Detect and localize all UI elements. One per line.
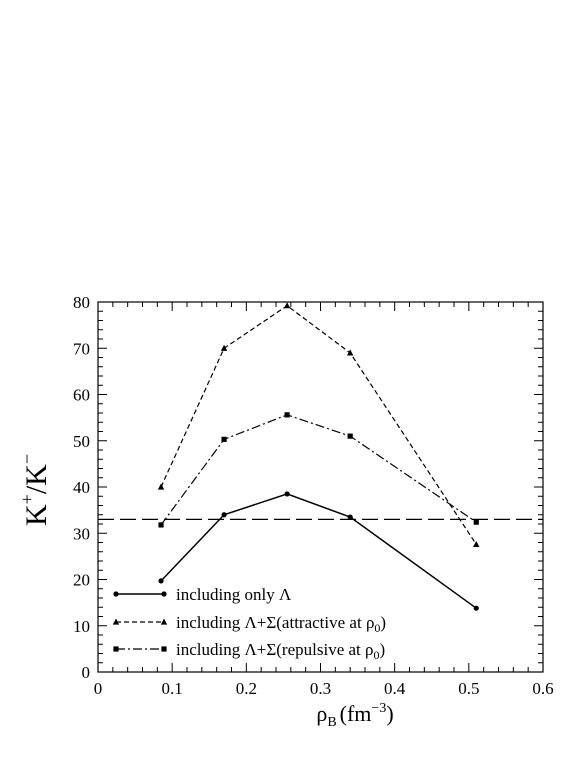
y-axis-slash: /K [20,464,53,494]
data-point [284,412,290,418]
y-tick-label: 40 [73,478,90,497]
data-point [284,491,290,497]
x-axis-unit-exponent: −3 [371,701,386,716]
x-tick-label: 0.5 [458,679,479,698]
y-axis-k: K [20,504,53,526]
data-point [473,605,479,611]
legend-item-3: including Λ+Σ(repulsive at ρ0) [113,640,385,662]
data-point [158,578,164,584]
data-point [473,540,480,547]
y-tick-label: 10 [73,617,90,636]
data-point [283,302,291,309]
data-point [473,519,479,525]
legend-label: including Λ+Σ(attractive at ρ0) [176,613,386,635]
y-tick-label: 60 [73,386,90,405]
data-point [157,483,165,490]
y-tick-label: 0 [82,663,91,682]
data-point [221,436,227,442]
legend-swatch-marker-right [161,591,167,597]
y-tick-label: 70 [73,339,90,358]
data-point [221,512,227,518]
x-tick-label: 0.4 [384,679,406,698]
data-point [347,433,353,439]
series-group [157,302,480,611]
y-tick-label: 50 [73,432,90,451]
legend-swatch-marker-right [160,618,168,625]
y-tick-label: 20 [73,571,90,590]
data-point [158,522,164,528]
x-tick-label: 0 [94,679,103,698]
x-axis-unit-close: ) [386,701,393,726]
y-tick-label: 80 [73,293,90,312]
x-tick-label: 0.1 [162,679,183,698]
tick-labels: 0 0.1 0.2 0.3 0.4 0.5 0.6 0 10 20 30 40 50 60 70 80 [73,293,554,698]
series-line [160,414,477,526]
y-axis-sup-plus: + [17,494,37,504]
series-1 [158,491,479,611]
x-tick-label: 0.6 [532,679,553,698]
series-3 [158,412,479,528]
legend-swatch-marker-left [113,591,119,597]
legend: including only Λ including Λ+Σ(attractive… [112,585,386,662]
x-tick-label: 0.3 [310,679,331,698]
y-axis-sup-minus: − [17,454,37,464]
axis-ticks [97,301,544,673]
legend-item-1: including only Λ [113,585,292,604]
x-axis-symbol: ρ [316,701,327,726]
data-point [347,514,353,520]
data-point [346,349,354,356]
x-tick-label: 0.2 [236,679,257,698]
legend-label: including only Λ [176,585,292,604]
x-axis-unit: (fm [340,701,372,726]
data-point [220,344,228,351]
legend-label: including Λ+Σ(repulsive at ρ0) [176,640,385,662]
legend-swatch-marker-right [161,646,167,652]
legend-swatch-marker-left [112,618,120,625]
x-axis-subscript: B [327,715,336,730]
x-axis-title: ρB (fm−3) [316,701,393,730]
legend-item-2: including Λ+Σ(attractive at ρ0) [112,613,386,635]
y-axis-title: K+/K− [17,454,53,526]
legend-swatch-marker-left [113,646,119,652]
series-2 [157,302,480,547]
y-tick-label: 30 [73,524,90,543]
